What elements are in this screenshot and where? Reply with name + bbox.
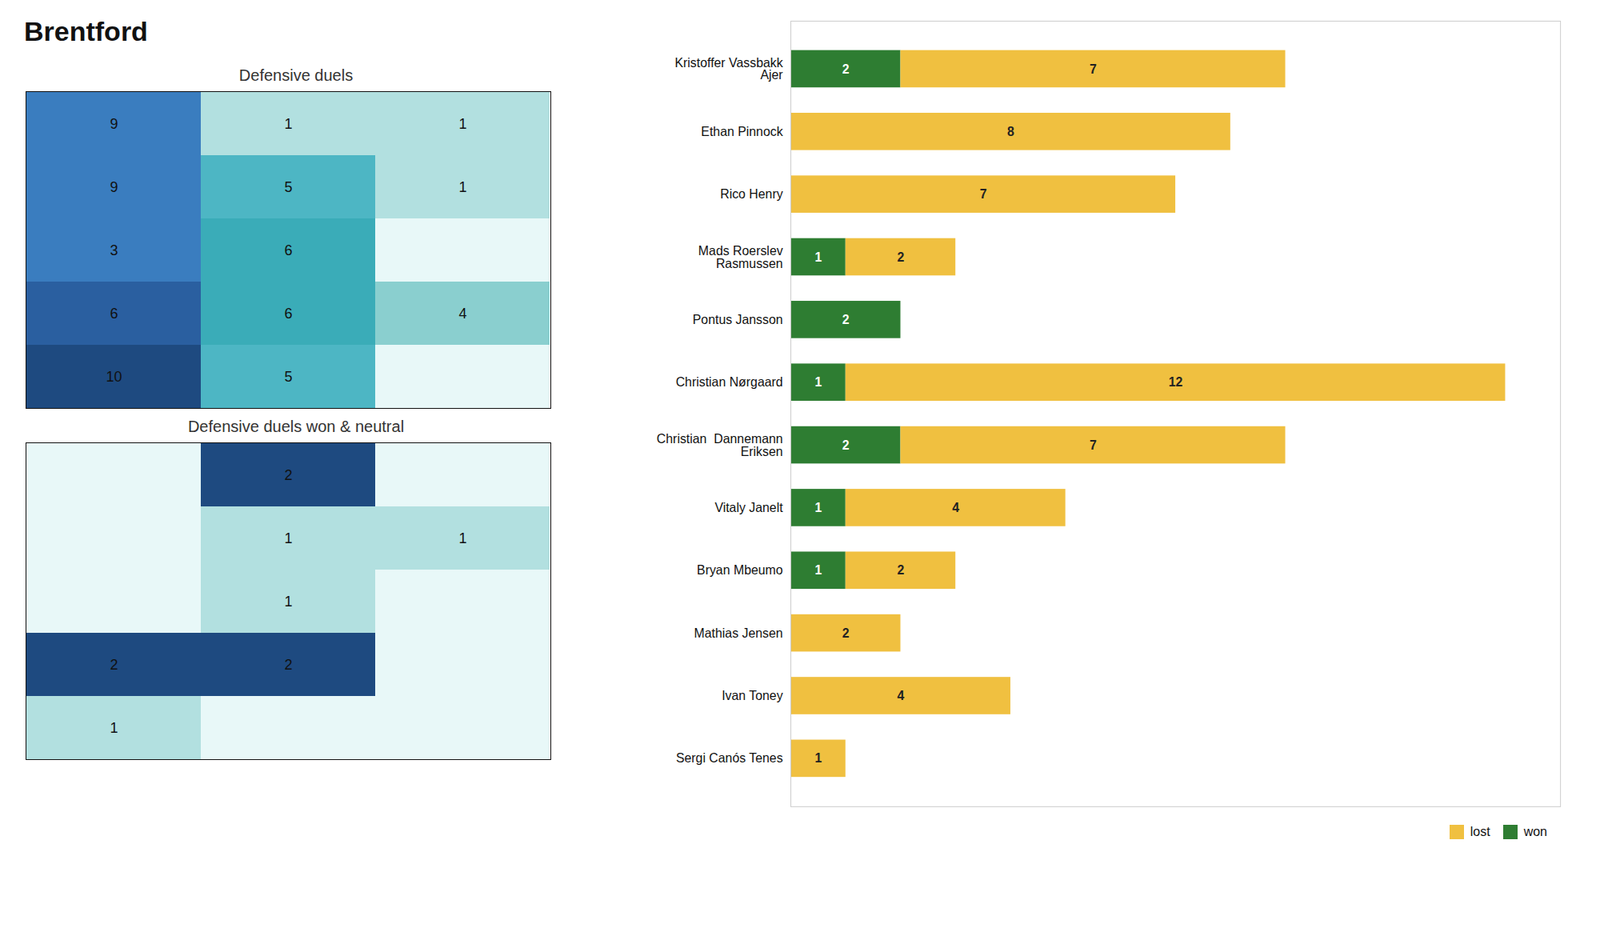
svg-text:8: 8 xyxy=(1007,124,1015,139)
svg-text:1: 1 xyxy=(814,250,822,264)
svg-text:1: 1 xyxy=(284,530,292,547)
svg-text:7: 7 xyxy=(1089,62,1097,76)
svg-text:7: 7 xyxy=(1089,438,1097,452)
svg-text:9: 9 xyxy=(109,179,118,196)
svg-text:5: 5 xyxy=(284,179,292,196)
html-text:won: won xyxy=(1523,825,1548,839)
svg-text:4: 4 xyxy=(952,500,960,515)
html-text:Defensive duels won & neutral: Defensive duels won & neutral xyxy=(187,417,405,436)
svg-text:12: 12 xyxy=(1168,375,1184,389)
html-text:Defensive duels: Defensive duels xyxy=(239,66,353,84)
svg-text:2: 2 xyxy=(842,626,850,640)
svg-text:Christian DannemannEriksen: Christian DannemannEriksen xyxy=(656,432,784,459)
svg-text:2: 2 xyxy=(897,250,905,264)
svg-text:1: 1 xyxy=(284,116,292,132)
svg-text:Vitaly Janelt: Vitaly Janelt xyxy=(714,500,784,515)
svg-text:Sergi Canós Tenes: Sergi Canós Tenes xyxy=(676,751,784,765)
svg-text:Pontus Jansson: Pontus Jansson xyxy=(692,312,784,327)
svg-text:3: 3 xyxy=(109,242,118,259)
svg-text:1: 1 xyxy=(458,179,467,196)
svg-text:Kristoffer VassbakkAjer: Kristoffer VassbakkAjer xyxy=(674,56,784,83)
svg-text:2: 2 xyxy=(284,656,292,673)
svg-text:1: 1 xyxy=(814,375,822,389)
svg-text:6: 6 xyxy=(284,242,292,259)
svg-text:7: 7 xyxy=(980,187,988,201)
svg-text:9: 9 xyxy=(109,116,118,132)
svg-text:1: 1 xyxy=(458,116,467,132)
svg-text:Mathias Jensen: Mathias Jensen xyxy=(694,626,784,640)
svg-text:Bryan Mbeumo: Bryan Mbeumo xyxy=(696,563,784,577)
svg-text:6: 6 xyxy=(109,305,118,322)
svg-text:1: 1 xyxy=(814,563,822,577)
svg-text:4: 4 xyxy=(897,688,905,703)
svg-text:2: 2 xyxy=(109,656,118,673)
svg-text:2: 2 xyxy=(842,62,850,76)
svg-text:2: 2 xyxy=(842,312,850,327)
svg-text:4: 4 xyxy=(458,305,467,322)
svg-text:5: 5 xyxy=(284,368,292,385)
svg-text:1: 1 xyxy=(458,530,467,547)
svg-text:1: 1 xyxy=(284,593,292,610)
html-text:lost: lost xyxy=(1470,825,1491,839)
svg-text:Christian Nørgaard: Christian Nørgaard xyxy=(676,375,784,389)
svg-text:2: 2 xyxy=(842,438,850,452)
svg-text:1: 1 xyxy=(109,720,118,736)
svg-text:Mads RoerslevRasmussen: Mads RoerslevRasmussen xyxy=(698,244,784,271)
svg-text:2: 2 xyxy=(284,467,292,484)
svg-text:2: 2 xyxy=(897,563,905,577)
svg-text:10: 10 xyxy=(105,368,122,385)
svg-text:1: 1 xyxy=(814,500,822,515)
svg-text:Ethan Pinnock: Ethan Pinnock xyxy=(700,124,783,139)
html-text:Brentford: Brentford xyxy=(24,16,148,47)
svg-text:Rico Henry: Rico Henry xyxy=(720,187,784,201)
svg-text:6: 6 xyxy=(284,305,292,322)
svg-text:Ivan Toney: Ivan Toney xyxy=(721,688,783,703)
svg-text:1: 1 xyxy=(814,751,822,765)
